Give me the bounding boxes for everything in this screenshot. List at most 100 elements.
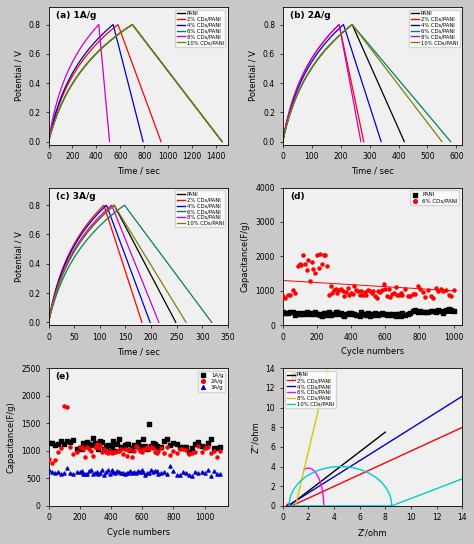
PANI: [422, 308, 429, 317]
Line: 10% CDs/PANI: 10% CDs/PANI: [289, 467, 462, 506]
3A/g: [154, 469, 162, 478]
8% CDs/PANI: [299, 478, 304, 484]
PANI: [376, 310, 384, 318]
6% CDs/PANI: [401, 285, 409, 293]
X-axis label: Cycle numbers: Cycle numbers: [341, 348, 404, 356]
PANI: [320, 309, 328, 318]
6% CDs/PANI: [320, 250, 328, 259]
3A/g: [188, 471, 196, 480]
2A/g: [138, 447, 146, 456]
PANI: [292, 498, 298, 505]
PANI: [374, 435, 380, 442]
2A/g: [157, 444, 165, 453]
6% CDs/PANI: [322, 251, 329, 260]
PANI: [300, 309, 307, 318]
10% CDs/PANI: [459, 475, 465, 482]
1A/g: [102, 441, 110, 450]
6% CDs/PANI: [337, 285, 345, 294]
6% CDs/PANI: [351, 282, 358, 290]
2A/g: [132, 442, 140, 450]
PANI: [392, 311, 399, 320]
6% CDs/PANI: [342, 287, 350, 296]
PANI: [435, 306, 442, 314]
6% CDs/PANI: [335, 286, 343, 295]
8% CDs/PANI: [292, 503, 298, 509]
3A/g: [51, 469, 59, 478]
2A/g: [83, 443, 91, 452]
PANI: [306, 310, 314, 318]
Text: (d): (d): [290, 191, 304, 201]
3A/g: [80, 469, 87, 478]
2A/g: [210, 447, 218, 456]
6% CDs/PANI: [306, 277, 314, 286]
3A/g: [108, 466, 115, 474]
X-axis label: Z'/ohm: Z'/ohm: [358, 528, 387, 537]
PANI: [365, 308, 372, 317]
PANI: [317, 311, 324, 319]
2A/g: [123, 452, 130, 460]
PANI: [395, 310, 403, 319]
1A/g: [166, 441, 174, 450]
2% CDs/PANI: [287, 501, 293, 508]
1A/g: [70, 436, 77, 445]
2A/g: [117, 445, 125, 454]
2A/g: [109, 448, 117, 456]
PANI: [404, 310, 411, 318]
1A/g: [66, 438, 74, 447]
6% CDs/PANI: [321, 503, 327, 509]
2A/g: [57, 443, 65, 452]
2A/g: [102, 448, 110, 456]
3A/g: [144, 468, 151, 477]
2A/g: [146, 445, 153, 454]
PANI: [349, 310, 356, 319]
6% CDs/PANI: [306, 465, 311, 472]
2A/g: [179, 445, 187, 454]
6% CDs/PANI: [414, 282, 421, 290]
2% CDs/PANI: [459, 424, 465, 431]
PANI: [325, 307, 333, 316]
6% CDs/PANI: [432, 284, 439, 293]
6% CDs/PANI: [427, 292, 434, 300]
X-axis label: Time / sec: Time / sec: [351, 167, 394, 176]
6% CDs/PANI: [395, 291, 403, 300]
8% CDs/PANI: [325, 367, 330, 374]
1A/g: [99, 438, 106, 447]
1A/g: [160, 436, 168, 445]
2A/g: [160, 448, 168, 457]
PANI: [390, 310, 398, 319]
1A/g: [91, 439, 99, 448]
6% CDs/PANI: [450, 286, 457, 294]
6% CDs/PANI: [292, 289, 299, 298]
PANI: [401, 311, 409, 319]
2A/g: [201, 444, 209, 453]
2A/g: [188, 448, 196, 457]
3A/g: [185, 471, 193, 480]
1A/g: [64, 436, 71, 445]
8% CDs/PANI: [322, 379, 328, 386]
PANI: [399, 309, 406, 318]
6% CDs/PANI: [284, 290, 292, 299]
Text: (f): (f): [290, 373, 302, 381]
2% CDs/PANI: [289, 503, 294, 509]
PANI: [419, 307, 427, 316]
2A/g: [153, 449, 160, 458]
PANI: [335, 310, 343, 318]
3A/g: [125, 468, 132, 477]
1A/g: [127, 446, 134, 455]
2A/g: [217, 447, 224, 455]
6% CDs/PANI: [380, 280, 387, 289]
1A/g: [188, 443, 196, 452]
1A/g: [95, 444, 102, 453]
PANI: [368, 310, 375, 318]
Line: 8% CDs/PANI: 8% CDs/PANI: [295, 370, 328, 506]
PANI: [437, 306, 445, 315]
6% CDs/PANI: [313, 250, 320, 259]
6% CDs/PANI: [399, 290, 406, 299]
6% CDs/PANI: [390, 288, 398, 297]
PANI: [328, 310, 336, 318]
2A/g: [173, 448, 180, 457]
3A/g: [91, 469, 99, 478]
6% CDs/PANI: [447, 292, 455, 300]
PANI: [450, 307, 457, 316]
1A/g: [60, 439, 68, 448]
